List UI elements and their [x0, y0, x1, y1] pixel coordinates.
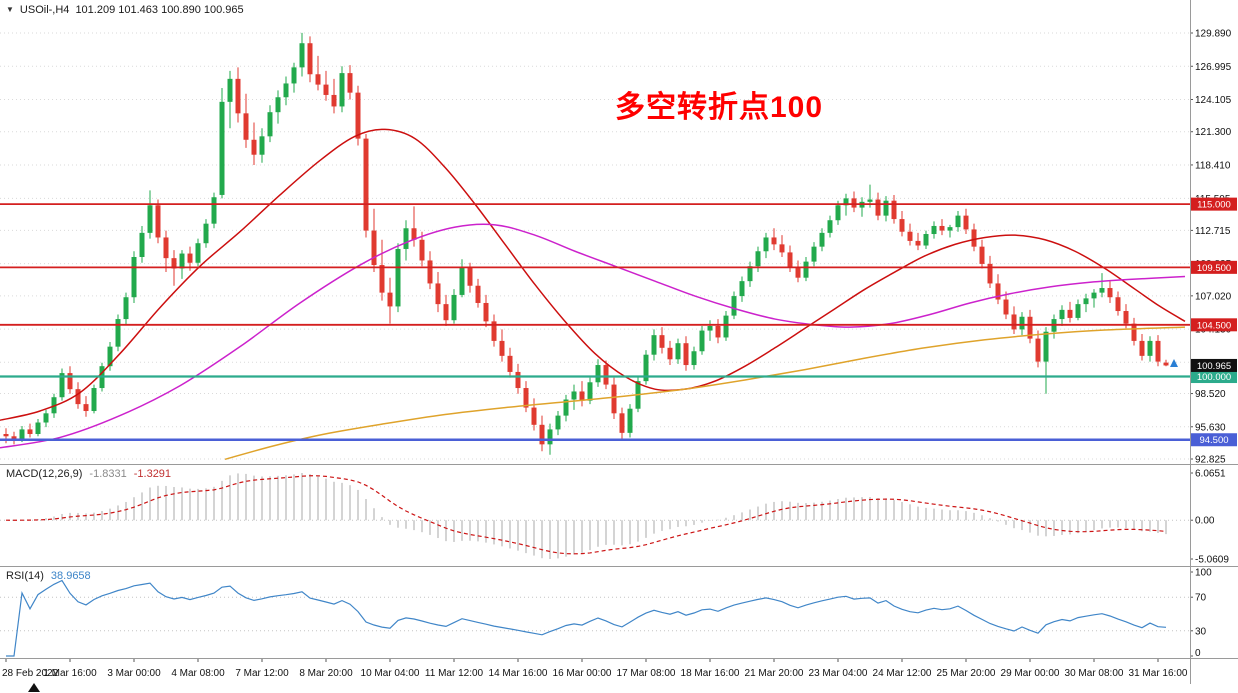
- time-axis-label: 3 Mar 00:00: [107, 668, 161, 679]
- time-axis-label: 18 Mar 16:00: [681, 668, 740, 679]
- price-axis-label: 118.410: [1195, 160, 1231, 171]
- time-axis-label: 23 Mar 04:00: [809, 668, 868, 679]
- rsi-axis-label: 100: [1195, 568, 1212, 579]
- time-axis-label: 31 Mar 16:00: [1129, 668, 1188, 679]
- time-axis-label: 28 Feb 2022: [2, 668, 59, 679]
- indicator-panes: [0, 473, 1190, 657]
- macd-label: MACD(12,26,9): [6, 468, 83, 480]
- ma-mid-magenta: [0, 223, 1186, 449]
- time-axis-label: 30 Mar 08:00: [1065, 668, 1124, 679]
- price-tag: [1191, 318, 1237, 332]
- current-price-tag: [1191, 358, 1237, 372]
- ma-fast-red: [0, 128, 1186, 421]
- price-tag: [1191, 370, 1237, 384]
- svg-text:100.965: 100.965: [1197, 361, 1231, 372]
- time-axis-label: 7 Mar 12:00: [235, 668, 289, 679]
- macd-axis-label: 0.00: [1195, 516, 1215, 527]
- price-axis-label: 95.630: [1195, 422, 1226, 433]
- chevron-down-icon[interactable]: ▼: [6, 5, 14, 14]
- time-axis-label: 21 Mar 20:00: [745, 668, 804, 679]
- svg-text:115.000: 115.000: [1197, 200, 1231, 211]
- ohlc-values: 101.209 101.463 100.890 100.965: [75, 4, 244, 16]
- macd-main-value: -1.8331: [89, 468, 127, 480]
- price-axis-label: 107.020: [1195, 291, 1232, 302]
- scroll-position-marker[interactable]: [28, 683, 40, 692]
- time-axis-label: 17 Mar 08:00: [617, 668, 676, 679]
- price-axis-label: 92.825: [1195, 455, 1226, 466]
- macd-signal-value: -1.3291: [133, 468, 172, 480]
- rsi-label: RSI(14): [6, 570, 44, 582]
- rsi-line: [6, 579, 1167, 657]
- moving-averages: [0, 128, 1186, 461]
- svg-text:104.500: 104.500: [1197, 320, 1231, 331]
- time-axis-label: 14 Mar 16:00: [489, 668, 548, 679]
- price-gridlines: [0, 32, 1190, 460]
- price-axis-label: 126.995: [1195, 62, 1232, 73]
- price-tag: [1191, 197, 1237, 211]
- macd-axis-label: 6.0651: [1195, 469, 1226, 480]
- rsi-pane-header: RSI(14) 38.9658: [6, 570, 91, 582]
- price-axis-label: 129.890: [1195, 29, 1232, 40]
- annotation-text: 多空转折点100: [615, 91, 824, 124]
- time-axis-label: 4 Mar 08:00: [171, 668, 225, 679]
- price-axis-label: 98.520: [1195, 389, 1226, 400]
- rsi-axis-label: 0: [1195, 648, 1201, 659]
- symbol-timeframe: USOil-,H4: [19, 4, 70, 16]
- chart-header: ▼ USOil-,H4 101.209 101.463 100.890 100.…: [6, 4, 244, 16]
- price-marker-icon: [1170, 359, 1178, 367]
- price-tag: [1191, 260, 1237, 274]
- candlesticks: [3, 32, 1178, 455]
- ma-slow-orange: [224, 326, 1186, 461]
- time-axis-label: 24 Mar 12:00: [873, 668, 932, 679]
- time-axis-label: 29 Mar 00:00: [1001, 668, 1060, 679]
- time-axis-label: 1 Mar 16:00: [43, 668, 97, 679]
- price-axis-label: 121.300: [1195, 127, 1232, 138]
- svg-text:100.000: 100.000: [1197, 372, 1231, 383]
- rsi-axis-label: 70: [1195, 593, 1207, 604]
- svg-text:94.500: 94.500: [1199, 435, 1228, 446]
- price-axis-label: 112.715: [1195, 226, 1231, 237]
- time-axis-label: 8 Mar 20:00: [299, 668, 353, 679]
- time-axis-label: 25 Mar 20:00: [937, 668, 996, 679]
- time-axis-label: 11 Mar 12:00: [425, 668, 484, 679]
- horizontal-lines: [0, 203, 1190, 441]
- time-axis-label: 16 Mar 00:00: [553, 668, 612, 679]
- macd-pane-header: MACD(12,26,9) -1.8331 -1.3291: [6, 468, 171, 480]
- macd-signal-line: [5, 475, 1167, 555]
- price-axis-label: 124.105: [1195, 95, 1232, 106]
- rsi-value: 38.9658: [50, 570, 91, 582]
- macd-axis-label: -5.0609: [1195, 555, 1229, 566]
- rsi-axis-label: 30: [1195, 626, 1207, 637]
- svg-text:109.500: 109.500: [1197, 263, 1231, 274]
- price-tag: [1191, 433, 1237, 447]
- time-axis-label: 10 Mar 04:00: [361, 668, 420, 679]
